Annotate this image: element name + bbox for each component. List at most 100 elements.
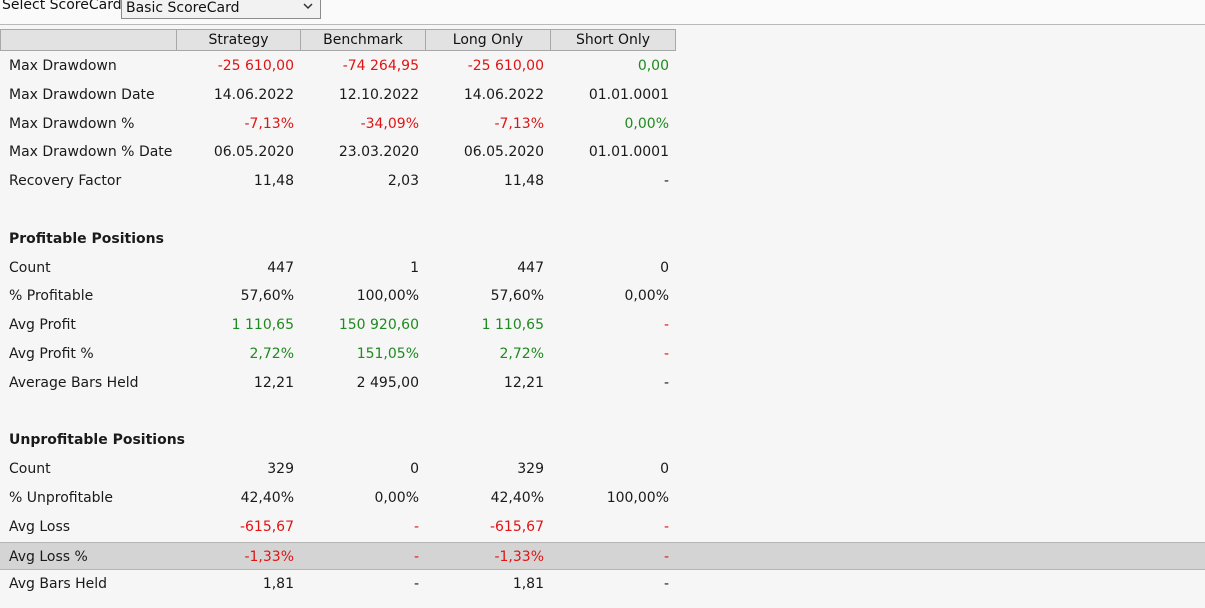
section-header-row[interactable]: Unprofitable Positions (0, 426, 1205, 454)
cell-benchmark: 2 495,00 (356, 374, 419, 391)
row-label: Max Drawdown (9, 58, 117, 74)
cell-short-only: 0,00% (624, 115, 669, 132)
cell-strategy: 447 (267, 259, 294, 276)
cell-long-only: 57,60% (490, 288, 544, 305)
cell-benchmark: 100,00% (356, 288, 419, 305)
row-label: Count (9, 461, 51, 478)
cell-short-only: - (663, 518, 669, 535)
column-header-long-only[interactable]: Long Only (425, 29, 551, 51)
toolbar: Select ScoreCard: Basic ScoreCard (0, 0, 1205, 25)
cell-strategy: 329 (267, 461, 294, 478)
cell-strategy: 2,72% (249, 346, 294, 362)
cell-long-only: -25 610,00 (467, 58, 544, 74)
table-row[interactable]: Max Drawdown Date 14.06.2022 12.10.2022 14.… (0, 81, 1205, 109)
cell-strategy: 14.06.2022 (213, 86, 294, 103)
row-label: Max Drawdown % Date (9, 144, 173, 161)
cell-short-only: 01.01.0001 (588, 144, 669, 161)
cell-short-only: 0 (660, 259, 669, 276)
row-label: Avg Profit (9, 317, 76, 334)
cell-strategy: 12,21 (253, 374, 294, 391)
section-title: Unprofitable Positions (9, 432, 186, 449)
cell-long-only: 1,81 (512, 576, 544, 593)
column-header-strategy[interactable]: Strategy (176, 29, 301, 51)
cell-short-only: - (663, 173, 669, 190)
cell-strategy: 42,40% (240, 490, 294, 506)
table-header: Strategy Benchmark Long Only Short Only (0, 29, 1205, 51)
cell-benchmark: 150 920,60 (338, 317, 419, 334)
row-label: Max Drawdown % (9, 115, 135, 132)
row-label: Recovery Factor (9, 173, 122, 190)
row-label: Count (9, 259, 51, 276)
row-label: Avg Profit % (9, 346, 94, 362)
table-row[interactable]: Max Drawdown -25 610,00 -74 264,95 -25 610,… (0, 52, 1205, 80)
cell-short-only: 0 (660, 461, 669, 478)
row-label: % Profitable (9, 288, 94, 305)
column-header-benchmark[interactable]: Benchmark (300, 29, 426, 51)
cell-benchmark: 0,00% (374, 490, 419, 506)
table-row[interactable]: Avg Profit % 2,72% 151,05% 2,72% - (0, 340, 1205, 368)
cell-short-only: 100,00% (606, 490, 669, 506)
cell-strategy: 1,81 (262, 576, 294, 593)
cell-long-only: 11,48 (503, 173, 544, 190)
cell-long-only: 2,72% (499, 346, 544, 362)
cell-strategy: -25 610,00 (217, 58, 294, 74)
table-row[interactable]: Avg Loss -615,67 - -615,67 - (0, 513, 1205, 541)
chevron-down-icon (302, 0, 314, 13)
cell-strategy: 57,60% (240, 288, 294, 305)
table-row[interactable]: Count 447 1 447 0 (0, 254, 1205, 282)
cell-strategy: 06.05.2020 (213, 144, 294, 161)
cell-strategy: 1 110,65 (231, 317, 294, 334)
cell-short-only: 0,00% (624, 288, 669, 305)
table-row[interactable]: Avg Loss % -1,33% - -1,33% - (0, 541, 1205, 570)
table-row[interactable]: Avg Profit 1 110,65 150 920,60 1 110,65 - (0, 311, 1205, 339)
spacer-row (0, 398, 1205, 426)
cell-benchmark: - (413, 518, 419, 535)
row-label: Average Bars Held (9, 374, 139, 391)
cell-benchmark: 2,03 (387, 173, 419, 190)
cell-long-only: -615,67 (489, 518, 544, 535)
column-header-short-only[interactable]: Short Only (550, 29, 676, 51)
row-label: Max Drawdown Date (9, 86, 155, 103)
cell-benchmark: 151,05% (356, 346, 419, 362)
table-row[interactable]: % Profitable 57,60% 100,00% 57,60% 0,00% (0, 282, 1205, 310)
table-row[interactable]: Avg Bars Held 1,81 - 1,81 - (0, 570, 1205, 598)
table-row[interactable]: Max Drawdown % -7,13% -34,09% -7,13% 0,00% (0, 110, 1205, 138)
row-label: Avg Loss % (9, 548, 88, 565)
cell-short-only: - (663, 548, 669, 565)
table-row[interactable]: Average Bars Held 12,21 2 495,00 12,21 - (0, 369, 1205, 397)
section-header-row[interactable]: Profitable Positions (0, 225, 1205, 253)
cell-long-only: 42,40% (490, 490, 544, 506)
cell-strategy: -1,33% (244, 548, 294, 565)
cell-short-only: 0,00 (637, 58, 669, 74)
cell-benchmark: 12.10.2022 (338, 86, 419, 103)
cell-strategy: -7,13% (244, 115, 294, 132)
cell-long-only: 329 (517, 461, 544, 478)
cell-short-only: - (663, 317, 669, 334)
cell-short-only: 01.01.0001 (588, 86, 669, 103)
header-blank (0, 29, 177, 51)
row-label: Avg Loss (9, 518, 71, 535)
cell-long-only: -1,33% (494, 548, 544, 565)
cell-long-only: 06.05.2020 (463, 144, 544, 161)
cell-short-only: - (663, 576, 669, 593)
table-row[interactable]: Max Drawdown % Date 06.05.2020 23.03.2020 0… (0, 138, 1205, 166)
cell-benchmark: -34,09% (360, 115, 419, 132)
table-row[interactable]: Recovery Factor 11,48 2,03 11,48 - (0, 167, 1205, 195)
table-row[interactable]: Count 329 0 329 0 (0, 455, 1205, 483)
cell-benchmark: - (413, 576, 419, 593)
cell-long-only: -7,13% (494, 115, 544, 132)
cell-short-only: - (663, 374, 669, 391)
cell-long-only: 1 110,65 (481, 317, 544, 334)
section-title: Profitable Positions (9, 230, 164, 247)
scorecard-select-value: Basic ScoreCard (126, 0, 240, 16)
cell-benchmark: -74 264,95 (342, 58, 419, 74)
cell-benchmark: 0 (410, 461, 419, 478)
table-row[interactable]: % Unprofitable 42,40% 0,00% 42,40% 100,00% (0, 484, 1205, 512)
cell-long-only: 14.06.2022 (463, 86, 544, 103)
cell-benchmark: 23.03.2020 (338, 144, 419, 161)
cell-strategy: 11,48 (253, 173, 294, 190)
scorecard-select[interactable]: Basic ScoreCard (121, 0, 321, 19)
spacer-row (0, 196, 1205, 224)
row-label: Avg Bars Held (9, 576, 107, 593)
cell-long-only: 447 (517, 259, 544, 276)
